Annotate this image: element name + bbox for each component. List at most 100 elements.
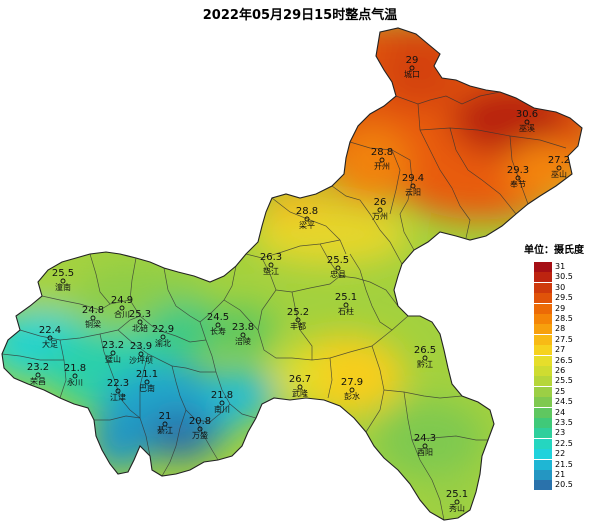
legend-item: 26.5 [534, 355, 594, 366]
station-dot [343, 302, 349, 308]
station-23: 23.2 荣昌 [27, 362, 49, 386]
station-dot [297, 384, 303, 390]
station-value: 21.8 [211, 390, 233, 401]
station-30: 26.7 武隆 [289, 374, 311, 398]
station-dot [160, 334, 166, 340]
legend-item: 30 [534, 282, 594, 293]
legend-label: 24.5 [555, 397, 573, 407]
legend-item: 31 [534, 262, 594, 272]
legend-label: 28 [555, 324, 566, 334]
station-value: 23.9 [130, 341, 152, 352]
station-dot [197, 426, 203, 432]
legend-item: 20.5 [534, 480, 594, 491]
station-name: 彭水 [344, 391, 360, 401]
station-value: 25.5 [327, 255, 349, 266]
station-6: 27.2 巫山 [548, 155, 570, 179]
station-name: 武隆 [292, 388, 308, 398]
legend-item: 23 [534, 428, 594, 439]
legend-label: 22 [555, 449, 566, 459]
station-29: 20.8 万盛 [189, 416, 211, 440]
station-name: 涪陵 [235, 336, 251, 346]
station-dot [515, 175, 521, 181]
station-value: 30.6 [516, 109, 538, 120]
station-19: 25.2 丰都 [287, 307, 309, 331]
station-name: 城口 [404, 70, 420, 79]
legend-item: 25.5 [534, 376, 594, 387]
legend-item: 22 [534, 449, 594, 460]
station-name: 大足 [42, 339, 58, 349]
station-26: 21.1 巴南 [136, 369, 158, 393]
station-value: 26.5 [414, 345, 436, 356]
map-title: 2022年05月29日15时整点气温 [202, 8, 398, 23]
station-11: 25.1 石柱 [335, 292, 357, 316]
legend-label: 26.5 [555, 355, 573, 365]
station-name: 万州 [372, 212, 388, 221]
legend-swatch [534, 418, 552, 428]
station-9: 26.3 垫江 [260, 252, 282, 276]
legend-swatch [534, 449, 552, 460]
legend-title: 单位：摄氏度 [524, 245, 584, 256]
legend-swatch [534, 272, 552, 283]
legend-label: 23.5 [555, 418, 573, 427]
station-name: 合川 [114, 309, 130, 319]
legend-swatch [534, 262, 552, 272]
station-name: 渝北 [155, 338, 171, 348]
station-value: 23.2 [102, 340, 124, 351]
station-10: 25.5 忠县 [327, 255, 349, 279]
station-3: 28.8 开州 [371, 147, 393, 171]
station-value: 27.2 [548, 155, 570, 166]
legend-item: 28.5 [534, 314, 594, 324]
station-15: 25.3 北碚 [129, 309, 151, 333]
station-14: 24.9 合川 [111, 295, 133, 319]
station-name: 巫山 [551, 169, 567, 179]
station-27: 21.8 南川 [211, 390, 233, 414]
station-dot [162, 421, 168, 427]
station-dot [119, 305, 125, 311]
legend-swatch [534, 324, 552, 335]
station-dot [137, 319, 143, 325]
legend-item: 30.5 [534, 272, 594, 283]
station-name: 潼南 [55, 282, 71, 292]
legend-label: 26 [555, 366, 566, 375]
legend-swatch [534, 282, 552, 293]
station-22: 23.9 沙坪坝 [129, 341, 153, 365]
station-dot [379, 157, 385, 163]
legend-swatch [534, 376, 552, 387]
legend-item: 27.5 [534, 334, 594, 345]
legend-swatch [534, 397, 552, 408]
station-dot [524, 119, 530, 125]
station-value: 25.5 [52, 268, 74, 279]
station-name: 垫江 [263, 266, 279, 276]
station-name: 铜梁 [85, 319, 101, 329]
station-dot [110, 350, 116, 356]
legend-label: 23 [555, 428, 566, 438]
station-value: 24.5 [207, 312, 229, 323]
station-20: 22.4 大足 [39, 325, 61, 349]
legend-label: 22.5 [555, 438, 573, 448]
station-value: 26.7 [289, 374, 311, 385]
station-5: 29.3 奉节 [507, 165, 529, 189]
legend-label: 27.5 [555, 334, 573, 344]
station-value: 22.4 [39, 325, 61, 336]
station-name: 荣昌 [30, 376, 46, 386]
station-value: 22.3 [107, 378, 129, 389]
station-8: 28.8 梁平 [296, 206, 318, 230]
station-name: 永川 [67, 377, 83, 387]
station-value: 29.4 [402, 173, 424, 184]
legend-item: 24 [534, 407, 594, 418]
legend-swatch [534, 366, 552, 376]
station-dot [422, 355, 428, 361]
legend-label: 24 [555, 407, 566, 417]
legend-swatch [534, 334, 552, 345]
station-dot [454, 499, 460, 505]
station-value: 29 [406, 55, 419, 66]
station-18: 23.8 涪陵 [232, 322, 254, 346]
station-31: 27.9 彭水 [341, 377, 363, 401]
station-33: 24.3 酉阳 [414, 433, 436, 457]
station-name: 丰都 [290, 321, 306, 331]
station-dot [90, 315, 96, 321]
station-name: 巴南 [139, 383, 155, 393]
legend-label: 25 [555, 386, 566, 396]
legend-swatch [534, 293, 552, 304]
